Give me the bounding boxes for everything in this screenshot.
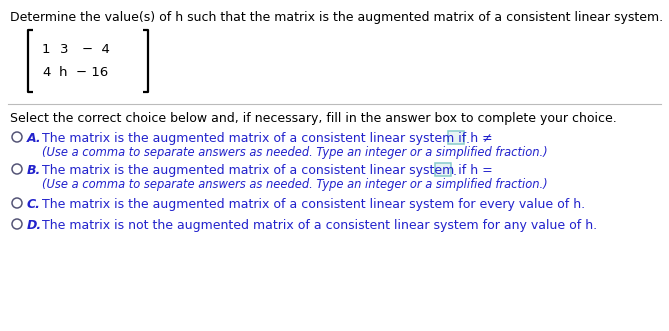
Text: C.: C. — [27, 198, 41, 211]
Text: Determine the value(s) of h such that the matrix is the augmented matrix of a co: Determine the value(s) of h such that th… — [10, 11, 663, 24]
Text: The matrix is the augmented matrix of a consistent linear system if h ≠: The matrix is the augmented matrix of a … — [42, 132, 492, 145]
Text: The matrix is the augmented matrix of a consistent linear system if h =: The matrix is the augmented matrix of a … — [42, 164, 493, 177]
Text: − 4: − 4 — [82, 43, 110, 56]
Text: A.: A. — [27, 132, 41, 145]
Text: h: h — [59, 66, 68, 79]
Text: (Use a comma to separate answers as needed. Type an integer or a simplified frac: (Use a comma to separate answers as need… — [42, 146, 548, 159]
Text: 4: 4 — [42, 66, 50, 79]
Text: Select the correct choice below and, if necessary, fill in the answer box to com: Select the correct choice below and, if … — [10, 112, 617, 125]
Text: D.: D. — [27, 219, 42, 232]
Text: The matrix is the augmented matrix of a consistent linear system for every value: The matrix is the augmented matrix of a … — [42, 198, 585, 211]
Text: .: . — [453, 165, 457, 178]
Text: The matrix is not the augmented matrix of a consistent linear system for any val: The matrix is not the augmented matrix o… — [42, 219, 597, 232]
Text: (Use a comma to separate answers as needed. Type an integer or a simplified frac: (Use a comma to separate answers as need… — [42, 178, 548, 191]
Text: 3: 3 — [60, 43, 68, 56]
Text: 1: 1 — [42, 43, 50, 56]
Text: .: . — [466, 133, 470, 146]
Text: B.: B. — [27, 164, 41, 177]
FancyBboxPatch shape — [448, 131, 464, 144]
Text: − 16: − 16 — [76, 66, 108, 79]
FancyBboxPatch shape — [435, 163, 451, 176]
